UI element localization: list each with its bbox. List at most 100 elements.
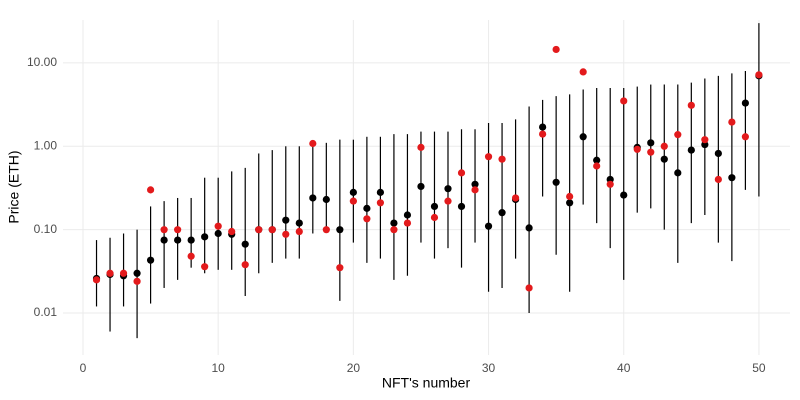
point	[714, 149, 722, 158]
point	[133, 269, 141, 277]
point	[660, 155, 668, 163]
point	[241, 261, 249, 269]
x-tick-label: 50	[752, 361, 766, 375]
point	[741, 133, 749, 141]
point	[255, 226, 263, 234]
point	[633, 145, 641, 153]
point	[214, 229, 222, 238]
point	[660, 142, 668, 150]
point	[363, 204, 371, 212]
point	[322, 226, 330, 234]
point	[390, 219, 398, 227]
x-tick-label: 40	[617, 361, 631, 375]
point	[322, 195, 330, 204]
point	[579, 68, 587, 76]
point	[349, 197, 357, 205]
point	[187, 236, 195, 244]
point	[620, 191, 628, 199]
point	[336, 264, 344, 272]
point	[92, 276, 101, 284]
point	[728, 118, 736, 126]
point	[133, 277, 141, 285]
point	[376, 188, 385, 196]
y-tick-label: 1.00	[34, 138, 58, 152]
point	[403, 211, 412, 219]
point	[566, 192, 574, 201]
point	[241, 240, 249, 248]
x-tick-label: 30	[482, 361, 496, 375]
point	[687, 146, 695, 154]
point	[268, 226, 276, 234]
point	[444, 185, 452, 193]
point	[755, 71, 763, 79]
point	[174, 226, 182, 234]
point	[484, 153, 493, 161]
point	[647, 139, 655, 147]
point	[295, 219, 303, 227]
point	[309, 194, 317, 202]
point	[498, 209, 506, 217]
point	[295, 227, 303, 236]
point	[160, 236, 168, 244]
point	[687, 101, 695, 109]
point	[146, 256, 155, 264]
point	[430, 213, 439, 222]
x-tick-label: 20	[347, 361, 361, 375]
point	[146, 186, 155, 194]
point	[471, 180, 479, 188]
point	[525, 284, 533, 292]
point	[457, 169, 466, 177]
point	[539, 130, 547, 138]
point	[417, 143, 425, 151]
point	[282, 230, 290, 238]
point	[106, 269, 114, 277]
point	[741, 99, 749, 107]
y-tick-label: 0.01	[34, 305, 58, 319]
point	[728, 174, 736, 182]
point	[349, 188, 357, 196]
y-tick-label: 10.00	[27, 55, 57, 69]
point	[119, 269, 128, 277]
point	[498, 155, 506, 163]
point	[566, 199, 574, 207]
point	[647, 148, 655, 156]
point	[390, 226, 398, 234]
point	[714, 175, 722, 184]
point	[620, 97, 628, 105]
point	[430, 202, 439, 211]
point	[444, 197, 452, 205]
x-tick-label: 0	[80, 361, 87, 375]
point	[593, 156, 601, 164]
point	[539, 123, 547, 131]
point	[403, 219, 412, 227]
point	[201, 263, 209, 271]
point	[214, 222, 222, 230]
point	[187, 252, 195, 260]
point	[701, 136, 709, 144]
y-axis-title: Price (ETH)	[6, 150, 22, 223]
point	[174, 236, 182, 244]
point	[525, 224, 533, 232]
point	[457, 202, 466, 211]
point	[579, 133, 587, 141]
point	[674, 169, 682, 177]
point	[417, 182, 425, 191]
y-tick-label: 0.10	[34, 222, 58, 236]
x-axis-title: NFT's number	[382, 375, 471, 391]
point	[201, 233, 209, 241]
point	[363, 215, 371, 223]
point	[593, 162, 601, 170]
point	[309, 139, 317, 148]
point	[471, 186, 479, 194]
point	[160, 226, 168, 234]
point	[674, 131, 682, 139]
point	[228, 227, 236, 236]
point	[511, 194, 520, 202]
point	[552, 45, 560, 54]
point	[376, 199, 385, 207]
point	[484, 222, 493, 230]
point	[552, 178, 560, 186]
point	[336, 226, 344, 234]
